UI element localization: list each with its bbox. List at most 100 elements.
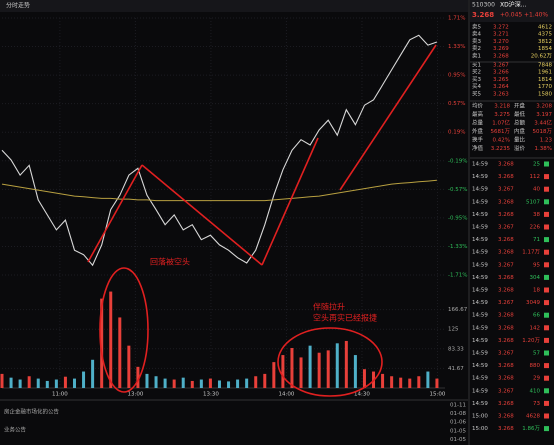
stat-label: 内盘 (514, 127, 526, 135)
tick-flag (544, 413, 549, 419)
volume-bar (72, 378, 76, 388)
y-tick-label: -0.95% (448, 215, 467, 221)
tick-flag (544, 274, 549, 280)
tick-price: 3.268 (498, 288, 514, 294)
book-price: 3.269 (493, 46, 509, 52)
stat-value: 3.275 (494, 112, 510, 118)
book-price: 3.268 (493, 53, 509, 59)
stat-value: 3.197 (536, 112, 552, 118)
tick-time: 14:59 (472, 212, 488, 218)
volume-bar (335, 343, 339, 388)
book-label: 买2 (472, 68, 481, 76)
annotation: 伴随拉升 (313, 302, 345, 312)
stat-label: 总额 (514, 119, 526, 127)
volume-bar (27, 376, 31, 388)
tick-price: 3.267 (498, 351, 514, 357)
volume-bar (381, 373, 385, 388)
tick-price: 3.268 (498, 212, 514, 218)
y-tick-label: 0.57% (448, 101, 465, 107)
stat-value: 5681万 (491, 128, 511, 135)
tick-price: 3.268 (498, 275, 514, 281)
volume-bar (390, 376, 394, 388)
highlight-ellipse (277, 327, 383, 397)
book-volume: 7848 (538, 63, 552, 69)
book-price: 3.265 (493, 77, 509, 83)
tick-volume: 142 (530, 325, 541, 331)
stat-label: 外盘 (472, 127, 484, 135)
toolbar (0, 0, 468, 12)
tick-flag (544, 249, 549, 255)
tick-volume: 18 (533, 288, 540, 294)
tick-volume: 25 (533, 162, 540, 168)
news-date: 01-11 (450, 403, 466, 409)
y-tick-label: -1.71% (448, 273, 467, 279)
stat-value: 3.2235 (491, 146, 511, 152)
volume-bar (408, 378, 412, 388)
volume-bar (154, 376, 158, 388)
tick-flag (544, 363, 549, 369)
stat-value: 5018万 (533, 128, 553, 135)
tick-time: 14:59 (472, 162, 488, 168)
volume-bar (91, 359, 95, 388)
tick-flag (544, 287, 549, 293)
volume-bar (299, 357, 303, 388)
volume-bar (263, 373, 267, 388)
chart-title: 分时走势 (6, 2, 30, 10)
tick-price: 3.268 (498, 250, 514, 256)
trend-line (87, 164, 143, 263)
x-tick-label: 15:00 (430, 392, 446, 398)
volume-bar (435, 378, 439, 388)
tick-flag (544, 161, 549, 167)
tick-flag (544, 224, 549, 230)
book-label: 卖2 (472, 45, 481, 52)
y-tick-label: -0.19% (448, 158, 467, 164)
book-volume: 3812 (538, 39, 552, 45)
tick-volume: 73 (533, 401, 540, 407)
book-price: 3.267 (493, 63, 509, 69)
book-volume: 1814 (538, 77, 552, 83)
news-date: 01-05 (450, 428, 466, 434)
x-tick-label: 11:00 (52, 392, 68, 398)
volume-tick-label: 166.67 (448, 307, 468, 313)
panel-header (470, 0, 554, 22)
volume-bar (217, 380, 221, 388)
book-label: 卖4 (472, 31, 482, 38)
volume-bar (54, 379, 58, 388)
tick-price: 3.268 (498, 313, 514, 319)
tick-flag (544, 312, 549, 318)
price-line (1, 179, 437, 202)
stat-value: 3.208 (536, 104, 552, 110)
book-label: 买4 (472, 82, 482, 90)
tick-price: 3.268 (498, 363, 514, 369)
x-tick-label: 14:00 (278, 392, 294, 398)
annotation: 回落被空头 (150, 257, 190, 267)
volume-bar (118, 317, 122, 388)
news-date: 01-05 (450, 437, 466, 443)
book-label: 卖3 (472, 38, 482, 45)
volume-bar (45, 380, 49, 388)
tick-time: 14:59 (472, 187, 488, 193)
tick-flag (544, 237, 549, 243)
tick-flag (544, 325, 549, 331)
volume-bar (199, 379, 203, 388)
tick-volume: 3049 (526, 300, 540, 306)
stat-label: 最低 (514, 110, 526, 118)
tick-flag (544, 400, 549, 406)
volume-bar (272, 362, 276, 388)
tick-flag (544, 350, 549, 356)
tick-volume: 95 (533, 262, 540, 268)
news-item: 业务公告 (4, 426, 27, 434)
book-label: 买1 (472, 61, 481, 69)
x-tick-label: 13:00 (127, 392, 143, 398)
news-date: 01-08 (450, 411, 466, 417)
quote-code: 510300 (472, 2, 495, 9)
tick-time: 15:00 (472, 426, 488, 432)
book-price: 3.272 (493, 25, 509, 31)
tick-price: 3.268 (498, 414, 514, 420)
annotations-drawn (87, 44, 437, 397)
book-label: 卖5 (472, 24, 482, 31)
stat-label: 净值 (472, 144, 484, 152)
highlight-ellipse (99, 267, 149, 393)
